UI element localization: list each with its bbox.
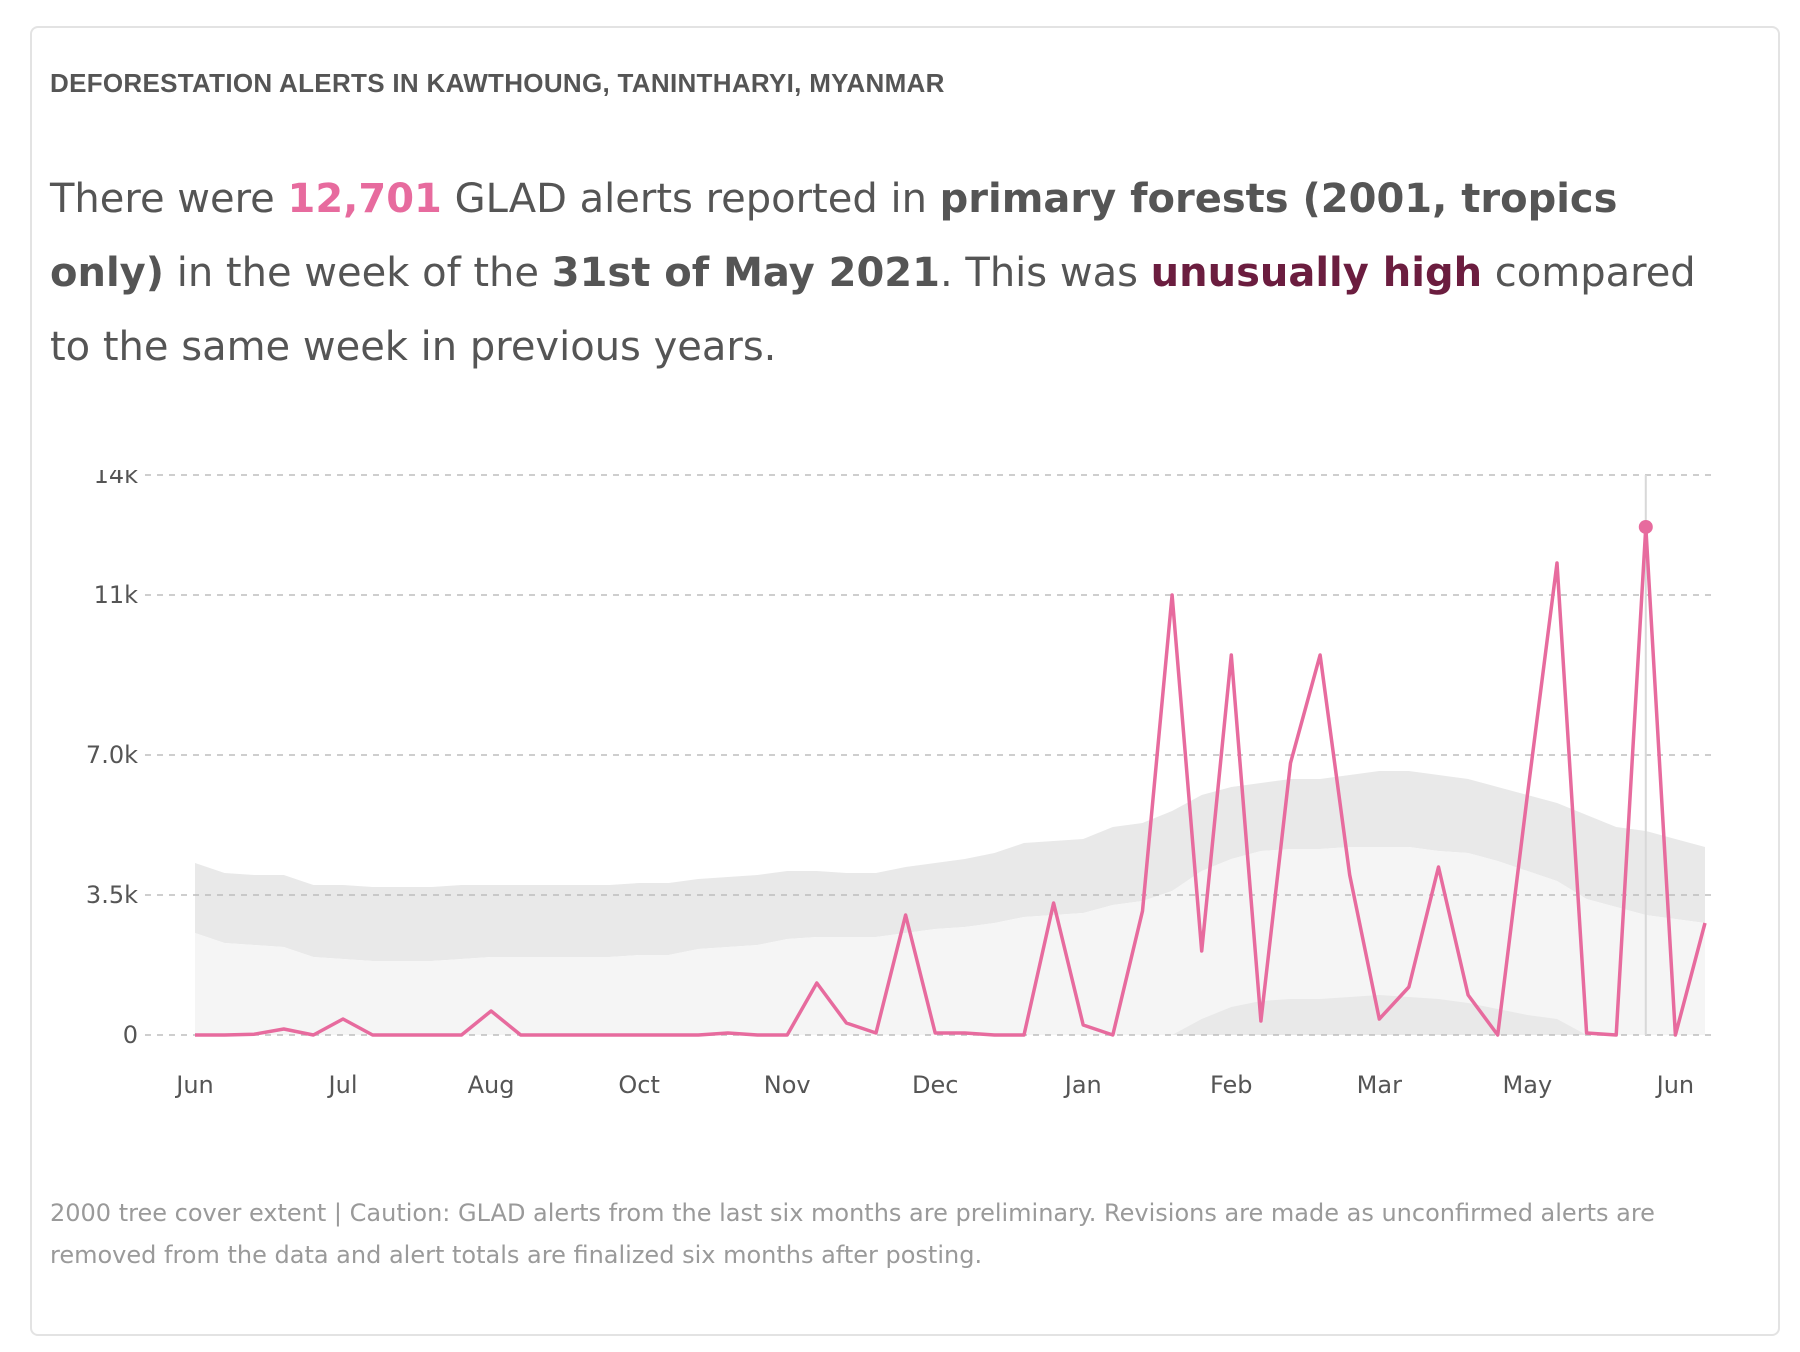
- x-tick-label: Oct: [618, 1071, 660, 1099]
- sentence-text: There were: [50, 176, 288, 222]
- y-tick-label: 0: [123, 1021, 138, 1049]
- alert-count: 12,701: [287, 176, 442, 222]
- sentence-text: . This was: [939, 250, 1151, 296]
- y-tick-label: 7.0k: [86, 741, 138, 769]
- x-tick-label: Mar: [1357, 1071, 1402, 1099]
- sentence-text: in the week of the: [164, 250, 552, 296]
- alerts-line-chart[interactable]: 0 3.5k 7.0k 11k 14k Jun Jul Aug Oct Nov Dec Jan Feb M…: [40, 461, 1720, 1170]
- x-tick-label: Jun: [1655, 1071, 1695, 1099]
- y-tick-label: 11k: [94, 581, 139, 609]
- series-line: [195, 525, 1707, 1037]
- sentence-text: compared to the same week in previous ye…: [50, 250, 1696, 370]
- widget-card: [30, 26, 1780, 1336]
- highlight-point: [1638, 519, 1653, 534]
- chart-caption: 2000 tree cover extent | Caution: GLAD a…: [50, 1199, 1655, 1269]
- week-date: 31st of May 2021: [551, 250, 940, 296]
- x-tick-label: May: [1503, 1071, 1553, 1099]
- sentence-text: GLAD alerts reported in: [441, 176, 940, 222]
- x-tick-label: Jan: [1063, 1071, 1102, 1099]
- x-tick-label: Aug: [468, 1071, 515, 1099]
- band-low: [195, 995, 1705, 1035]
- chart-container: 0 3.5k 7.0k 11k 14k Jun Jul Aug Oct Nov Dec Jan Feb M…: [40, 461, 1720, 1170]
- x-tick-label: Feb: [1210, 1071, 1253, 1099]
- x-tick-label: Nov: [764, 1071, 811, 1099]
- widget-title: DEFORESTATION ALERTS IN KAWTHOUNG, TANIN…: [50, 68, 945, 98]
- status-label: unusually high: [1150, 250, 1483, 296]
- band-inner: [195, 847, 1705, 1035]
- y-tick-label: 14k: [94, 470, 139, 489]
- forest-type: primary forests (2001, tropics only): [50, 176, 1618, 296]
- x-tick-label: Dec: [912, 1071, 958, 1099]
- x-tick-label: Jun: [174, 1071, 214, 1099]
- y-tick-label: 3.5k: [86, 881, 138, 909]
- band-outer: [195, 771, 1705, 961]
- summary-sentence: There were 12,701 GLAD alerts reported i…: [50, 162, 1730, 384]
- x-tick-label: Jul: [327, 1071, 358, 1099]
